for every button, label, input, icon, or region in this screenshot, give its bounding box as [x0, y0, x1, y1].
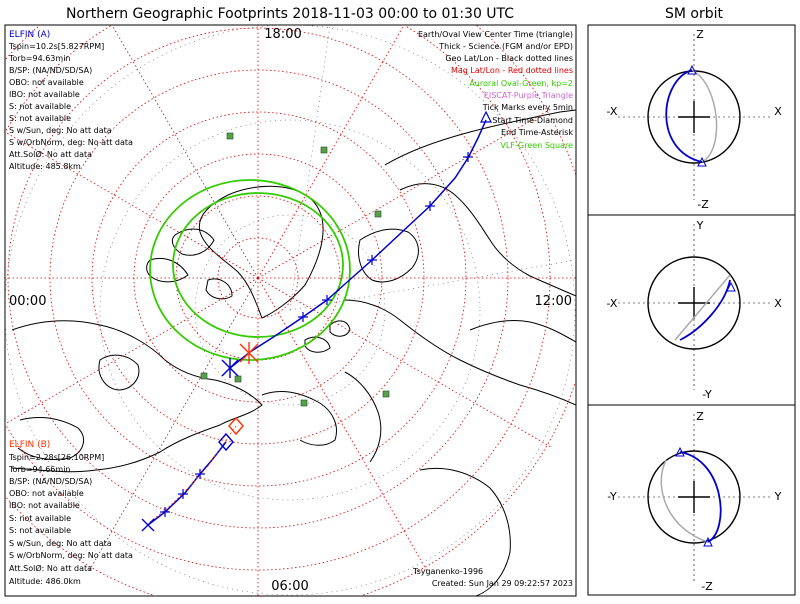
sm-axis-label: X	[774, 105, 782, 118]
elfin-a-line: S w/Sun, deg: No att data	[9, 126, 112, 135]
auroral-oval-poleward	[172, 192, 344, 338]
vlf-square	[226, 132, 234, 140]
sm-axis-label: -Y	[607, 490, 617, 503]
auroral-oval-equatorward	[149, 179, 351, 361]
vlf-square	[320, 146, 328, 154]
elfin-a-line: S: not available	[9, 114, 71, 123]
north-america-coast	[11, 320, 263, 473]
elfin-b-mag-asterisk	[239, 342, 259, 364]
legend-item: Tick Marks every 5min	[482, 103, 573, 112]
hudson-bay-coast	[98, 354, 140, 391]
eurasia-coast	[344, 109, 576, 406]
sm-axis-label: X	[774, 297, 782, 310]
elfin-a-line: Torb=94.63min	[8, 54, 70, 63]
vlf-square	[374, 210, 382, 218]
legend-item: Geo Lat/Lon - Black dotted lines	[445, 54, 573, 63]
legend-item: Mag Lat/Lon - Red dotted lines	[451, 66, 573, 75]
sm-axis-label: Z	[696, 410, 704, 423]
elfin-a-line: Att.SolØ: No att data	[9, 149, 92, 159]
elfin-b-view-diamond	[228, 416, 244, 436]
elfin-a-line: S w/OrbNorm, deg: No att data	[9, 138, 133, 147]
vlf-square	[382, 390, 390, 398]
vlf-square	[200, 372, 208, 380]
svalbard-coast	[329, 320, 351, 337]
elfin-a-end-asterisk	[221, 358, 239, 378]
sm-orbit-panel-xz: Z -Z -X X	[587, 24, 796, 216]
coastlines	[11, 109, 576, 596]
elfin-a-line: B/SP: (NA/ND/SD/SA)	[9, 66, 92, 75]
created-label: Created: Sun Jan 29 09:22:57 2023	[432, 579, 573, 588]
elfin-b-info: ELFIN (B) Tspin=2.28s[26.10RPM] Torb=94.…	[8, 440, 133, 586]
siberia-coast	[399, 183, 576, 297]
legend-item: Start Time-Diamond	[492, 116, 573, 125]
legend-item: VLF-Green Square	[500, 141, 573, 150]
elfin-b-line: Att.SolØ: No att data	[9, 563, 92, 573]
sm-axis-label: Y	[696, 219, 704, 232]
sm-orbit-title: SM orbit	[665, 6, 724, 22]
sm-axis-label: Z	[696, 28, 704, 41]
hour-label-top: 18:00	[264, 27, 301, 42]
elfin-b-line: S: not available	[9, 514, 71, 523]
sm-axis-label: -Z	[701, 580, 713, 593]
sm-orbit-panel-xy: Y -Y -X X	[587, 214, 796, 406]
legend-item: End Time-Asterisk	[501, 128, 573, 137]
elfin-b-track	[141, 342, 259, 532]
elfin-b-science-line	[149, 425, 237, 523]
polar-map-panel: 18:00 00:00 12:00 06:00 ELFIN (A) Tspin=…	[4, 24, 577, 597]
elfin-a-line: Altitude: 485.8km	[9, 162, 81, 171]
legend: Earth/Oval View Center Time (triangle) T…	[418, 30, 573, 150]
auroral-oval	[149, 179, 351, 361]
geo-latlon-grid	[5, 25, 576, 596]
elfin-a-line: S: not available	[9, 102, 71, 111]
elfin-b-line: S w/Sun, deg: No att data	[9, 539, 112, 548]
sm-axis-label: -X	[607, 105, 618, 118]
hour-label-bottom: 06:00	[271, 579, 308, 594]
elfin-b-end-asterisk	[141, 518, 155, 532]
legend-item: Thick - Science (FGM and/or EPD)	[438, 42, 573, 51]
elfin-a-start-triangle	[480, 110, 492, 123]
sm-orbit-panel-yz: Z -Z -Y Y	[587, 404, 796, 596]
elfin-a-info: ELFIN (A) Tspin=10.2s[5.827RPM] Torb=94.…	[8, 30, 133, 171]
legend-item: EISCAT-Purple Triangle	[484, 91, 573, 100]
elfin-b-tick-marks	[160, 469, 205, 517]
elfin-b-line: B/SP: (NA/ND/SD/SA)	[9, 477, 92, 486]
canadian-archipelago-coast	[146, 228, 233, 300]
elfin-b-line: IBO: not available	[9, 501, 80, 510]
vlf-stations	[200, 132, 390, 407]
vlf-square	[234, 375, 242, 383]
africa-coast	[419, 467, 511, 596]
elfin-a-tick-marks	[298, 152, 473, 322]
sm-axis-label: -X	[607, 297, 618, 310]
elfin-a-line: Tspin=10.2s[5.827RPM]	[8, 42, 104, 51]
legend-item: Earth/Oval View Center Time (triangle)	[418, 30, 573, 39]
elfin-a-line: OBO: not available	[9, 78, 84, 87]
elfin-b-start-diamond	[218, 432, 234, 452]
sm-axis-label: -Y	[702, 388, 712, 401]
sm-axis-label: Y	[774, 490, 782, 503]
elfin-b-line: Tspin=2.28s[26.10RPM]	[8, 453, 104, 462]
legend-item: Auroral Oval-Green, kp=2	[469, 79, 573, 88]
chart-title: Northern Geographic Footprints 2018-11-0…	[66, 6, 514, 22]
model-label: Tsyganenko-1996	[412, 567, 483, 576]
hour-label-right: 12:00	[535, 294, 572, 309]
elfin-b-label: ELFIN (B)	[9, 440, 50, 450]
vlf-square	[300, 399, 308, 407]
sm-axis-label: -Z	[697, 198, 709, 211]
elfin-b-line: OBO: not available	[9, 489, 84, 498]
elfin-b-line: Torb=94.66min	[8, 465, 70, 474]
iceland-coast	[304, 336, 331, 353]
hour-label-left: 00:00	[9, 294, 46, 309]
alaska-coast	[17, 417, 85, 461]
elfin-a-label: ELFIN (A)	[9, 30, 50, 40]
elfin-b-line: S: not available	[9, 526, 71, 535]
elfin-a-track	[221, 110, 492, 378]
russia-north-coast	[469, 319, 576, 343]
elfin-b-line: S w/OrbNorm, deg: No att data	[9, 551, 133, 560]
elfin-a-line: IBO: not available	[9, 90, 80, 99]
elfin-b-line: Altitude: 486.0km	[9, 577, 81, 586]
